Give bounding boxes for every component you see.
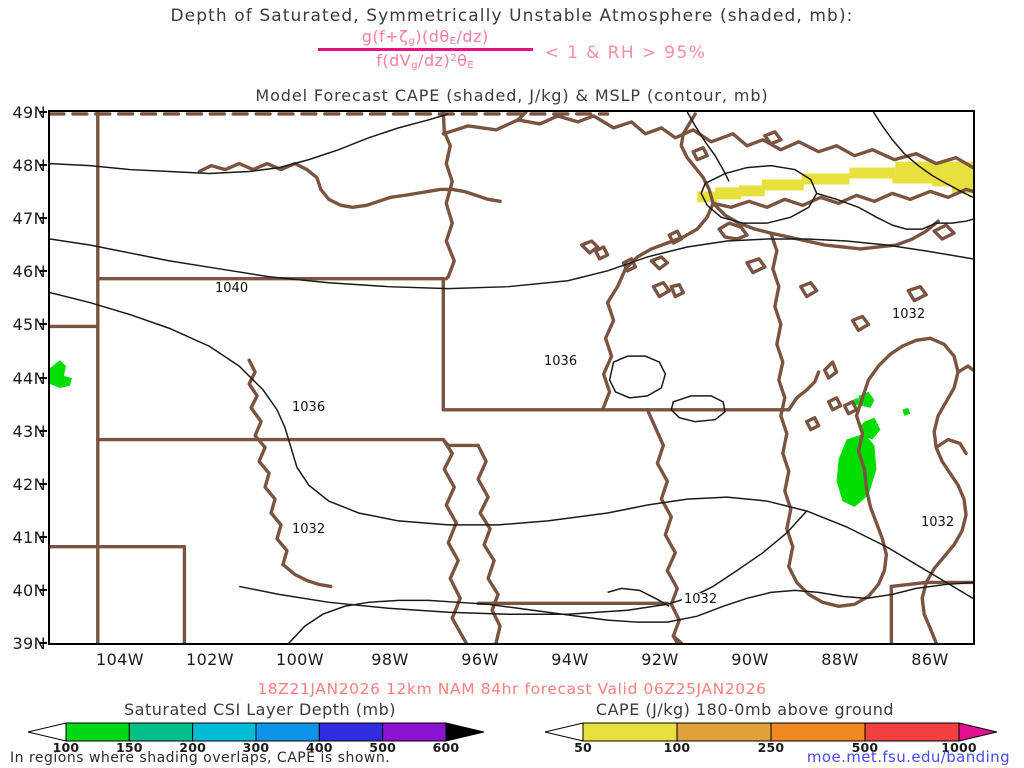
csi-criterion-formula: g(f+ζg)(dθE/dz) f(dVg/dz)2θE < 1 & RH > …: [0, 28, 1024, 71]
lat-tick: [40, 429, 47, 432]
lon-label: 90W: [731, 650, 769, 669]
lon-label: 104W: [96, 650, 144, 669]
forecast-stamp: 18Z21JAN2026 12km NAM 84hr forecast Vali…: [257, 680, 767, 698]
lat-tick: [40, 642, 47, 644]
colorbar-tick: 1000: [941, 740, 977, 755]
lat-label: 44N: [12, 368, 46, 388]
lon-label: 92W: [641, 650, 679, 669]
lat-label: 45N: [12, 315, 46, 335]
lat-tick: [40, 323, 47, 326]
cape-shading-layer: [697, 161, 973, 203]
cape-colorbar-ticks: 50 100 250 500 1000: [545, 740, 997, 756]
lat-tick: [40, 270, 47, 273]
latitude-axis: 49N 48N 47N 46N 45N 44N 43N 42N 41N 40N 39N: [0, 103, 47, 653]
source-url[interactable]: moe.met.fsu.edu/banding: [806, 748, 1010, 766]
lon-label: 88W: [821, 650, 859, 669]
colorbar-tick: 300: [242, 740, 270, 755]
lat-label: 46N: [12, 262, 46, 282]
lon-label: 100W: [276, 650, 324, 669]
lat-label: 47N: [12, 209, 46, 229]
lon-label: 98W: [371, 650, 409, 669]
colorbar-tick: 100: [663, 740, 691, 755]
lat-tick: [40, 376, 47, 379]
lat-tick: [40, 111, 47, 113]
contour-label: 1032: [682, 592, 720, 607]
overlap-note: In regions where shading overlaps, CAPE …: [10, 750, 391, 766]
formula-divider: [317, 48, 533, 52]
contour-label: 1040: [213, 281, 251, 296]
colorbar-right-title: CAPE (J/kg) 180-0mb above ground: [595, 700, 895, 719]
colorbar-tick: 50: [574, 740, 592, 755]
lat-label: 41N: [12, 527, 46, 547]
lon-label: 94W: [551, 650, 589, 669]
colorbar-left-title: Saturated CSI Layer Depth (mb): [124, 700, 396, 719]
lat-label: 49N: [12, 103, 46, 122]
csi-colorbar-svg: [28, 722, 484, 742]
formula-denominator: f(dVg/dz)2θE: [376, 51, 475, 72]
lat-label: 39N: [12, 634, 46, 653]
page-title: Depth of Saturated, Symmetrically Unstab…: [170, 6, 854, 26]
contour-label: 1032: [290, 522, 328, 537]
cape-colorbar[interactable]: [545, 722, 997, 742]
colorbar-tick: 600: [432, 740, 460, 755]
colorbar-tick: 100: [52, 740, 80, 755]
formula-numerator: g(f+ζg)(dθE/dz): [361, 27, 489, 47]
lat-tick: [40, 164, 47, 167]
lat-label: 42N: [12, 474, 46, 494]
colorbar-tick: 150: [115, 740, 143, 755]
lon-label: 96W: [461, 650, 499, 669]
lat-tick: [40, 217, 47, 220]
lat-tick: [40, 588, 47, 591]
csi-colorbar[interactable]: [28, 722, 484, 742]
lat-label: 40N: [12, 580, 46, 600]
colorbar-tick: 200: [179, 740, 206, 755]
forecast-map[interactable]: 104010361036103210321032103210281028: [48, 110, 975, 645]
colorbar-tick: 500: [369, 740, 396, 755]
lat-tick: [40, 482, 47, 485]
contour-label: 1032: [919, 515, 957, 530]
lon-label: 102W: [186, 650, 234, 669]
political-boundaries: [50, 112, 973, 643]
formula-fraction: g(f+ζg)(dθE/dz) f(dVg/dz)2θE: [317, 27, 533, 72]
colorbar-tick: 250: [757, 740, 785, 755]
lat-label: 43N: [12, 421, 46, 441]
lat-label: 48N: [12, 156, 46, 176]
cape-colorbar-svg: [545, 722, 997, 742]
colorbar-tick: 500: [851, 740, 879, 755]
lat-tick: [40, 535, 47, 538]
contour-label: 1036: [290, 400, 328, 415]
contour-label: 1036: [542, 354, 580, 369]
longitude-axis: 104W 102W 100W 98W 96W 94W 92W 90W 88W 86W: [48, 647, 975, 673]
csi-colorbar-ticks: 100 150 200 300 400 500 600: [28, 740, 484, 756]
lon-label: 86W: [911, 650, 949, 669]
page-subtitle: Model Forecast CAPE (shaded, J/kg) & MSL…: [255, 86, 769, 105]
colorbar-tick: 400: [305, 740, 333, 755]
map-canvas: [50, 112, 973, 643]
formula-condition: < 1 & RH > 95%: [544, 42, 707, 63]
contour-label: 1032: [890, 307, 928, 322]
mslp-contours: [50, 112, 973, 643]
